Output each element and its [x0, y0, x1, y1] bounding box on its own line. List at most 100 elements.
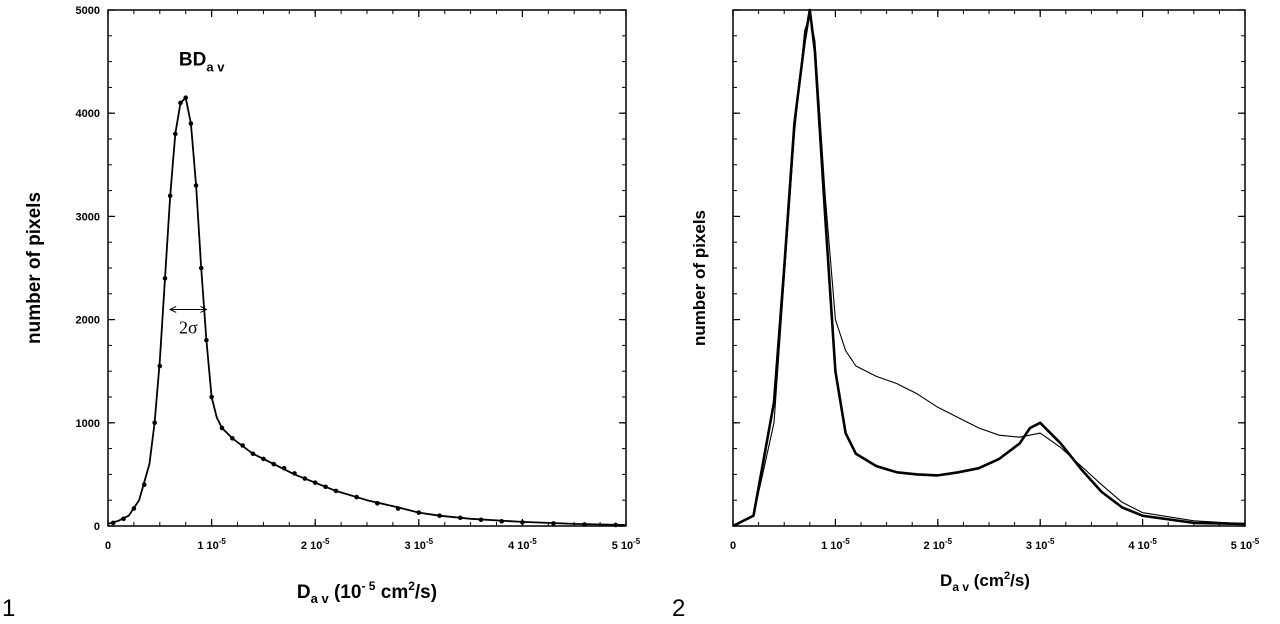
data-point — [499, 519, 504, 524]
x-tick-label: 5 10-5 — [1231, 537, 1260, 552]
x-tick-label: 4 10-5 — [1128, 537, 1157, 552]
tick-marks — [107, 9, 627, 527]
x-tick-label-base: 0 — [730, 540, 736, 552]
y-tick-label: 3000 — [76, 211, 100, 223]
data-point — [250, 451, 256, 457]
x-tick-label-base: 1 10 — [197, 540, 218, 552]
data-point — [281, 465, 287, 471]
peak-label-main: BD — [179, 50, 206, 71]
x-axis-label-main: D — [940, 571, 952, 590]
data-point — [354, 494, 359, 500]
x-tick-label-base: 2 10 — [301, 540, 322, 552]
x-tick-label-exp: -5 — [322, 537, 330, 546]
y-tick-labels: 0 1000 2000 3000 4000 5000 — [76, 5, 100, 533]
data-marks — [732, 8, 1246, 528]
data-point — [292, 471, 297, 476]
data-point — [209, 394, 214, 400]
arrow-head — [200, 305, 208, 313]
y-tick-label: 4000 — [76, 108, 100, 120]
x-tick-label-exp: -5 — [945, 537, 953, 546]
x-tick-label: 2 10-5 — [301, 537, 330, 552]
x-tick-label: 0 — [105, 540, 111, 552]
x-tick-label: 0 — [730, 540, 736, 552]
y-tick-label: 5000 — [76, 5, 100, 17]
data-point — [312, 480, 318, 485]
x-tick-label: 1 10-5 — [821, 537, 850, 552]
x-tick-label-exp: -5 — [1047, 537, 1055, 546]
x-tick-label-exp: -5 — [1150, 537, 1158, 546]
x-tick-label: 1 10-5 — [197, 537, 226, 552]
plot-frame — [732, 9, 1246, 527]
y-tick-label: 0 — [94, 521, 100, 533]
x-tick-label-base: 0 — [105, 540, 111, 552]
data-point — [582, 522, 587, 527]
x-tick-label: 3 10-5 — [405, 537, 434, 552]
y-tick-label: 2000 — [76, 315, 100, 327]
tick-marks — [732, 9, 1246, 527]
data-point — [204, 337, 209, 343]
arrow-head — [169, 305, 177, 313]
x-tick-label-base: 1 10 — [821, 540, 842, 552]
series-line-1 — [107, 96, 627, 526]
panel-number-2: 2 — [672, 595, 685, 622]
data-point — [178, 100, 183, 106]
data-point — [183, 95, 188, 101]
data-point — [167, 193, 173, 199]
data-point — [230, 435, 235, 441]
x-tick-label-base: 4 10 — [1128, 540, 1149, 552]
data-point — [395, 506, 401, 511]
data-point — [141, 482, 147, 488]
data-point — [520, 520, 525, 525]
data-point — [219, 425, 225, 431]
x-axis-label-exp2: 2 — [1004, 570, 1010, 582]
data-point — [240, 443, 245, 448]
data-point — [457, 515, 463, 521]
x-axis-label-sub: a v — [952, 580, 969, 594]
data-point — [416, 510, 422, 515]
x-axis-label-rest: (10 — [329, 582, 362, 603]
series-line-1 — [732, 14, 1246, 527]
x-tick-label-base: 5 10 — [612, 540, 633, 552]
x-tick-label-exp: -5 — [219, 537, 227, 546]
data-point — [131, 506, 137, 511]
data-point — [198, 265, 204, 271]
data-point — [333, 488, 339, 494]
width-annotation-label: 2σ — [179, 317, 198, 337]
data-point — [162, 276, 168, 281]
x-axis-label-sub: a v — [311, 591, 330, 606]
x-tick-label: 4 10-5 — [508, 537, 537, 552]
x-axis-label-exp2: 2 — [408, 579, 415, 593]
x-axis-label-unit: cm — [375, 582, 408, 603]
series-line-2 — [732, 8, 1246, 528]
x-tick-label-base: 2 10 — [924, 540, 945, 552]
data-point — [551, 521, 556, 526]
x-axis-label-main: D — [297, 582, 311, 603]
x-tick-label-base: 3 10 — [405, 540, 426, 552]
x-axis-label-rest: (cm — [969, 571, 1004, 590]
data-point — [271, 461, 277, 467]
x-tick-label-exp: -5 — [1252, 537, 1260, 546]
data-point — [193, 183, 199, 188]
peak-label: BDa v — [179, 50, 225, 75]
x-tick-label: 2 10-5 — [924, 537, 953, 552]
data-marks — [107, 95, 627, 528]
plot-frame — [107, 9, 627, 527]
x-axis-label-tail: /s) — [1010, 571, 1030, 590]
data-point — [613, 522, 618, 528]
x-tick-label-base: 3 10 — [1026, 540, 1047, 552]
data-point — [110, 520, 116, 526]
x-axis-label: Da v (10- 5 cm2/s) — [297, 579, 437, 606]
data-point — [188, 121, 194, 126]
x-axis-label-tail: /s) — [415, 582, 437, 603]
x-axis-label-exp: - 5 — [361, 579, 375, 593]
data-point — [121, 516, 126, 522]
data-point — [152, 420, 157, 426]
data-point — [157, 363, 163, 369]
x-tick-label: 3 10-5 — [1026, 537, 1055, 552]
peak-label-sub: a v — [206, 60, 225, 75]
